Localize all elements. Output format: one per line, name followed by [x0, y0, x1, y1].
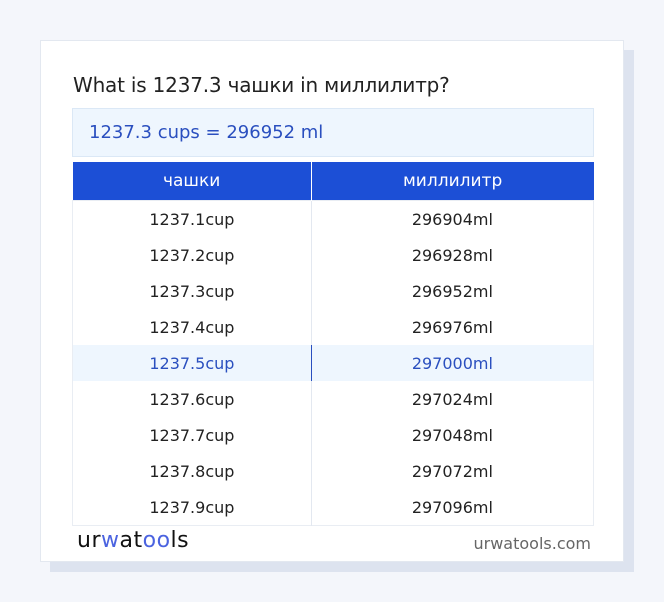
table-row: 1237.2cup 296928ml [73, 237, 594, 273]
table-row: 1237.1cup 296904ml [73, 200, 594, 237]
cups-cell: 1237.8cup [149, 461, 235, 481]
cups-cell: 1237.3cup [149, 281, 235, 301]
cups-cell: 1237.2cup [149, 245, 235, 265]
ml-cell: 297000ml [310, 345, 594, 381]
ml-cell: 296952ml [310, 273, 594, 309]
converter-card: What is 1237.3 чашки in миллилитр? 1237.… [40, 40, 624, 562]
page-title: What is 1237.3 чашки in миллилитр? [73, 73, 450, 97]
column-header-ml: миллилитр [310, 162, 594, 201]
ml-cell: 296976ml [310, 309, 594, 345]
ml-cell: 296904ml [310, 200, 594, 237]
site-link[interactable]: urwatools.com [473, 534, 592, 553]
table-row: 1237.8cup 297072ml [73, 453, 594, 489]
ml-cell: 297048ml [310, 417, 594, 453]
table-row: 1237.9cup 297096ml [73, 489, 594, 526]
cups-cell: 1237.6cup [149, 389, 235, 409]
table-row: 1237.4cup 296976ml [73, 309, 594, 345]
table-row: 1237.7cup 297048ml [73, 417, 594, 453]
conversion-result: 1237.3 cups = 296952 ml [72, 108, 594, 157]
cups-cell: 1237.5cup [72, 345, 312, 381]
table-row: 1237.5cup 297000ml [72, 345, 594, 381]
cups-cell: 1237.1cup [149, 209, 235, 229]
table-row: 1237.6cup 297024ml [73, 381, 594, 417]
column-header-cups: чашки [72, 162, 312, 201]
urwatools-logo[interactable]: urwatools [77, 528, 190, 553]
cups-cell: 1237.9cup [149, 497, 235, 517]
ml-cell: 297024ml [310, 381, 594, 417]
cups-cell: 1237.4cup [149, 317, 235, 337]
ml-cell: 297072ml [310, 453, 594, 489]
ml-cell: 297096ml [310, 489, 594, 526]
cups-cell: 1237.7cup [149, 425, 235, 445]
table-row: 1237.3cup 296952ml [73, 273, 594, 309]
ml-cell: 296928ml [310, 237, 594, 273]
conversion-table: чашки миллилитр 1237.1cup 296904ml 1237.2c… [72, 162, 594, 526]
